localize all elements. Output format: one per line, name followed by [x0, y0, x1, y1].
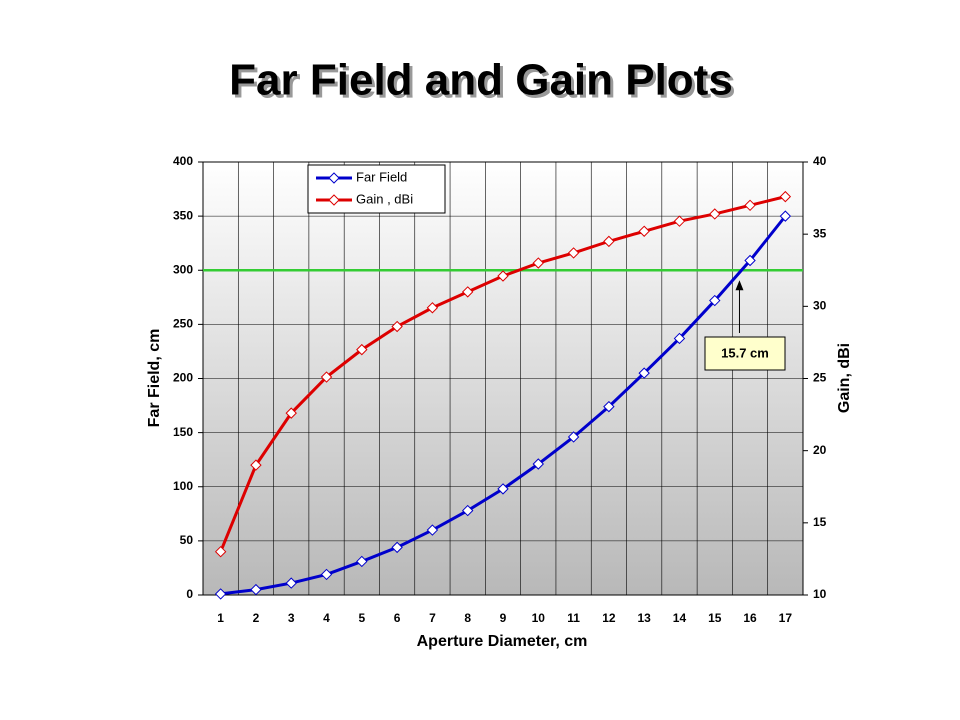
data-point [285, 407, 297, 419]
data-point [320, 371, 333, 383]
data-point [214, 545, 227, 558]
y2-tick-label: 30 [813, 299, 827, 313]
annotation-text: 15.7 cm [721, 345, 769, 360]
x-tick-label: 2 [253, 611, 260, 625]
data-point [744, 254, 756, 267]
data-point [497, 483, 509, 495]
data-point [532, 257, 545, 269]
data-point [744, 199, 756, 212]
x-tick-label: 1 [217, 611, 224, 625]
legend-marker [328, 172, 340, 184]
y2-tick-label: 10 [813, 587, 827, 601]
data-point [285, 577, 297, 589]
legend-label: Gain , dBi [356, 191, 413, 206]
data-point [497, 270, 509, 282]
data-point [567, 247, 580, 259]
data-point [461, 504, 474, 517]
x-tick-label: 15 [708, 611, 722, 625]
data-point [426, 524, 439, 536]
data-point [214, 588, 227, 600]
y-tick-label: 400 [173, 154, 193, 168]
data-point [638, 367, 650, 379]
y-tick-label: 200 [173, 371, 193, 385]
x-tick-label: 8 [464, 611, 471, 625]
x-tick-label: 12 [602, 611, 616, 625]
x-tick-label: 10 [532, 611, 546, 625]
y2-tick-label: 40 [813, 154, 827, 168]
data-point [250, 459, 262, 471]
legend-box [307, 164, 446, 214]
data-point [320, 568, 333, 581]
x-axis-label: Aperture Diameter, cm [417, 633, 588, 650]
x-tick-label: 5 [358, 611, 365, 625]
annotation-box [704, 336, 786, 371]
y2-tick-label: 25 [813, 371, 827, 385]
title-shadow: Far Field and Gain Plots [232, 59, 736, 108]
data-point [709, 208, 721, 220]
x-tick-label: 7 [429, 611, 436, 625]
data-point [356, 343, 368, 356]
data-point [603, 235, 615, 248]
data-point [532, 458, 545, 470]
x-tick-label: 13 [637, 611, 651, 625]
x-tick-label: 9 [500, 611, 507, 625]
x-tick-label: 11 [567, 611, 580, 625]
y-tick-label: 100 [173, 479, 193, 493]
data-point [709, 294, 721, 307]
data-point [391, 320, 403, 333]
data-point [250, 583, 262, 596]
y-tick-label: 350 [173, 208, 193, 222]
y2-tick-label: 15 [813, 515, 827, 529]
data-point [779, 210, 792, 222]
y-tick-label: 50 [180, 533, 194, 547]
x-tick-label: 16 [743, 611, 757, 625]
arrow-head [735, 280, 744, 291]
legend-label: Far Field [356, 169, 407, 184]
y-tick-label: 300 [173, 262, 193, 276]
legend-marker [328, 194, 340, 206]
y-axis-label: Far Field, cm [146, 329, 163, 428]
data-point [426, 302, 439, 314]
data-point [461, 286, 474, 298]
y-tick-label: 0 [186, 587, 193, 601]
data-point [673, 215, 686, 227]
y2-axis-label: Gain, dBi [836, 343, 853, 413]
data-point [391, 541, 403, 554]
data-point [779, 190, 792, 203]
data-point [638, 225, 650, 237]
data-point [356, 555, 368, 568]
y2-tick-label: 35 [813, 226, 827, 240]
data-point [603, 400, 615, 413]
x-tick-label: 4 [323, 611, 330, 625]
x-tick-label: 3 [288, 611, 295, 625]
chart-title: Far Field and Gain Plots [229, 56, 733, 105]
y-tick-label: 150 [173, 425, 193, 439]
x-tick-label: 6 [394, 611, 401, 625]
x-tick-label: 17 [779, 611, 793, 625]
y2-tick-label: 20 [813, 443, 827, 457]
data-point [567, 431, 580, 443]
y-tick-label: 250 [173, 317, 193, 331]
data-point [673, 332, 686, 345]
x-tick-label: 14 [673, 611, 687, 625]
